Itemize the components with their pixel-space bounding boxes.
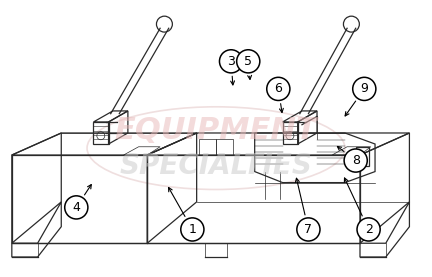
Text: 7: 7 <box>305 223 312 236</box>
Text: EQUIPMENT: EQUIPMENT <box>114 116 318 145</box>
Circle shape <box>357 218 380 241</box>
Circle shape <box>353 77 376 101</box>
Text: 1: 1 <box>188 223 196 236</box>
Text: 9: 9 <box>360 82 368 95</box>
Circle shape <box>65 196 88 219</box>
Circle shape <box>219 50 243 73</box>
Text: 3: 3 <box>227 55 235 68</box>
Circle shape <box>181 218 204 241</box>
Circle shape <box>267 77 290 101</box>
Text: SPECIALTIES: SPECIALTIES <box>120 152 312 180</box>
Text: 2: 2 <box>365 223 372 236</box>
Circle shape <box>297 218 320 241</box>
Text: 4: 4 <box>73 201 80 214</box>
Text: 8: 8 <box>352 154 360 167</box>
Text: 5: 5 <box>244 55 252 68</box>
Circle shape <box>237 50 260 73</box>
Circle shape <box>344 149 367 172</box>
Text: 6: 6 <box>274 82 282 95</box>
